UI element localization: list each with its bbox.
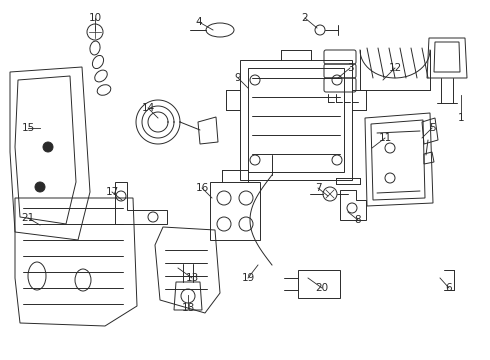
Text: 3: 3 bbox=[347, 63, 353, 73]
Text: 21: 21 bbox=[22, 213, 35, 223]
Text: 14: 14 bbox=[142, 103, 155, 113]
Text: 7: 7 bbox=[315, 183, 321, 193]
Text: 16: 16 bbox=[196, 183, 209, 193]
Text: 20: 20 bbox=[316, 283, 329, 293]
Text: 18: 18 bbox=[181, 303, 195, 313]
Text: 15: 15 bbox=[22, 123, 35, 133]
Text: 6: 6 bbox=[446, 283, 452, 293]
Text: 9: 9 bbox=[235, 73, 241, 83]
Text: 19: 19 bbox=[242, 273, 255, 283]
Text: 13: 13 bbox=[185, 273, 198, 283]
Text: 11: 11 bbox=[378, 133, 392, 143]
Text: 8: 8 bbox=[355, 215, 361, 225]
Circle shape bbox=[43, 142, 53, 152]
Circle shape bbox=[35, 182, 45, 192]
Text: 17: 17 bbox=[105, 187, 119, 197]
Text: 4: 4 bbox=[196, 17, 202, 27]
Text: 10: 10 bbox=[88, 13, 101, 23]
Text: 12: 12 bbox=[389, 63, 402, 73]
Text: 2: 2 bbox=[302, 13, 308, 23]
Text: 5: 5 bbox=[429, 123, 435, 133]
Text: 1: 1 bbox=[458, 113, 465, 123]
